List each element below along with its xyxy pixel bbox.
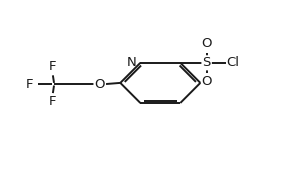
- Text: O: O: [201, 75, 212, 88]
- Text: S: S: [202, 56, 211, 69]
- Text: N: N: [127, 56, 136, 69]
- Text: F: F: [49, 95, 57, 109]
- Text: F: F: [49, 60, 57, 73]
- Text: O: O: [201, 37, 212, 50]
- Text: O: O: [94, 78, 105, 91]
- Text: Cl: Cl: [226, 56, 239, 69]
- Text: F: F: [26, 78, 33, 91]
